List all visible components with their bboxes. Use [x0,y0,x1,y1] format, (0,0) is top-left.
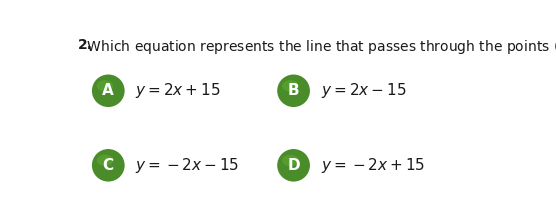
Ellipse shape [282,155,299,166]
Text: $y = 2x + 15$: $y = 2x + 15$ [136,81,221,100]
Ellipse shape [97,80,113,92]
Text: 2.: 2. [78,38,93,52]
Text: $y = -2x - 15$: $y = -2x - 15$ [136,156,240,175]
Text: $y = 2x - 15$: $y = 2x - 15$ [321,81,406,100]
Ellipse shape [97,155,113,166]
Text: Which equation represents the line that passes through the points $(8, 1)$ and $: Which equation represents the line that … [78,38,556,56]
Text: C: C [103,158,114,173]
Ellipse shape [282,80,299,92]
Text: A: A [102,83,114,98]
Ellipse shape [92,149,125,181]
Text: B: B [288,83,299,98]
Ellipse shape [92,75,125,107]
Ellipse shape [277,75,310,107]
Text: D: D [287,158,300,173]
Text: $y = -2x + 15$: $y = -2x + 15$ [321,156,425,175]
Ellipse shape [277,149,310,181]
